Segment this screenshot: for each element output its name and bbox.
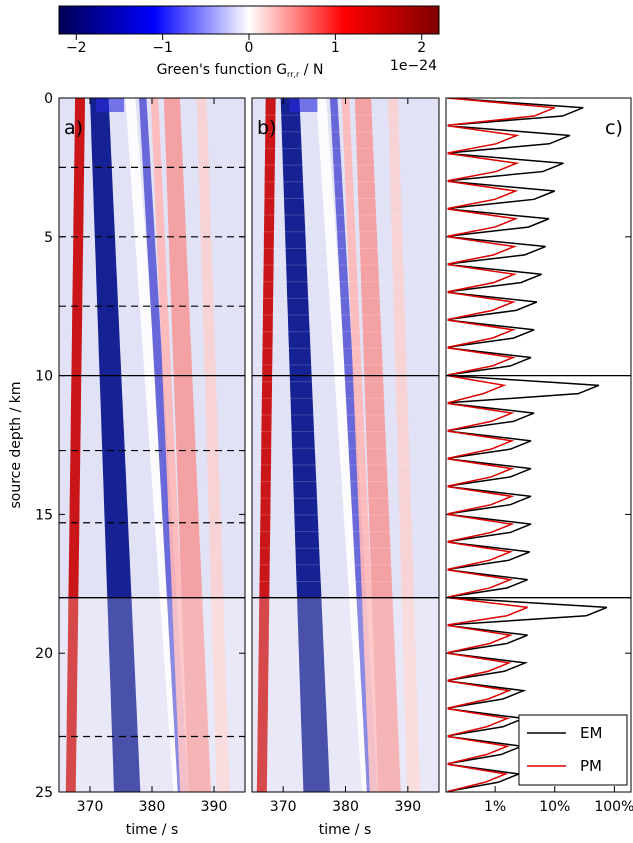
y-tick-label: 15 <box>35 507 53 523</box>
heatmap-a <box>59 98 245 792</box>
legend-pm-label: PM <box>580 757 602 775</box>
colorbar-label: Green's function Grr,r / N <box>157 62 324 79</box>
heatmap-b <box>252 98 439 792</box>
heatmap-surface-band <box>96 98 125 112</box>
heatmap-band <box>90 98 141 792</box>
heatmap-step <box>252 397 439 399</box>
heatmap-step <box>252 564 439 566</box>
legend-em-label: EM <box>580 724 602 742</box>
colorbar-tick-label: −1 <box>152 40 173 56</box>
colorbar-gradient <box>58 5 440 35</box>
heatmap-step <box>252 531 439 533</box>
heatmap-band <box>341 98 381 792</box>
heatmap-lower-layer <box>252 597 439 792</box>
heatmap-step <box>252 297 439 299</box>
heatmap-band <box>354 98 401 792</box>
x-tick-label: 370 <box>77 799 104 815</box>
panel-a: a) 370 380 390 0 5 10 15 20 25 time / s <box>35 91 631 838</box>
colorbar-tick-label: 0 <box>245 40 254 56</box>
heatmap-band <box>163 98 211 792</box>
heatmap-lower-layer <box>59 597 245 792</box>
y-tick-label: 10 <box>35 369 53 385</box>
y-tick-label: 0 <box>44 91 53 107</box>
heatmap-step <box>252 447 439 449</box>
panel-b: b) 370 380 390 time / s <box>251 97 440 838</box>
heatmap-band <box>256 98 276 792</box>
heatmap-step <box>252 214 439 216</box>
panel-b-label: b) <box>257 117 276 139</box>
heatmap-step <box>252 464 439 466</box>
heatmap-step <box>252 197 439 199</box>
heatmap-surface-band <box>289 98 318 112</box>
y-tick-label: 25 <box>35 785 53 801</box>
heatmap-step <box>252 331 439 333</box>
heatmap-step <box>252 164 439 166</box>
heatmap-step <box>252 347 439 349</box>
legend: EM PM <box>518 714 628 786</box>
legend-box <box>518 714 628 786</box>
panel-c: c) 1% 10% 100% EM PM <box>445 97 633 815</box>
heatmap-band <box>150 98 191 792</box>
colorbar-tick-label: 1 <box>331 40 340 56</box>
heatmap-step <box>252 147 439 149</box>
series-em-line <box>447 98 608 792</box>
heatmap-step <box>252 381 439 383</box>
y-tick-label: 5 <box>44 230 53 246</box>
heatmap-step <box>252 314 439 316</box>
heatmap-step <box>252 581 439 583</box>
y-tick-label: 20 <box>35 646 53 662</box>
x-tick-label: 390 <box>394 799 421 815</box>
colorbar-tick-label: −2 <box>66 40 87 56</box>
heatmap-step <box>252 281 439 283</box>
x-tick-label: 380 <box>139 799 166 815</box>
heatmap-step <box>252 264 439 266</box>
heatmap-band <box>387 98 421 792</box>
colorbar: −2 −1 0 1 2 Green's function Grr,r / N 1e−24 <box>58 5 440 79</box>
heatmap-step <box>252 481 439 483</box>
heatmap-step <box>252 231 439 233</box>
x-tick-label: 100% <box>594 799 633 815</box>
x-tick-label: 390 <box>201 799 228 815</box>
x-tick-label: 10% <box>539 799 570 815</box>
heatmap-step <box>252 247 439 249</box>
heatmap-step <box>252 414 439 416</box>
heatmap-step <box>252 497 439 499</box>
heatmap-step <box>252 131 439 133</box>
panel-c-frame <box>445 97 632 793</box>
heatmap-band <box>280 98 330 792</box>
heatmap-step <box>252 547 439 549</box>
panel-a-label: a) <box>64 117 83 139</box>
heatmap-step <box>252 181 439 183</box>
panel-a-xlabel: time / s <box>126 822 179 838</box>
colorbar-exponent: 1e−24 <box>390 58 437 74</box>
colorbar-tick-label: 2 <box>417 40 426 56</box>
panel-c-label: c) <box>605 117 623 139</box>
heatmap-step <box>252 514 439 516</box>
heatmap-step <box>252 364 439 366</box>
panel-b-xlabel: time / s <box>319 822 372 838</box>
x-tick-label: 1% <box>484 799 506 815</box>
series-pm-line <box>447 98 556 792</box>
y-axis-label: source depth / km <box>8 381 24 508</box>
heatmap-band <box>196 98 230 792</box>
heatmap-band <box>65 98 85 792</box>
x-tick-label: 380 <box>332 799 359 815</box>
x-tick-label: 370 <box>270 799 297 815</box>
heatmap-step <box>252 114 439 116</box>
heatmap-step <box>252 431 439 433</box>
